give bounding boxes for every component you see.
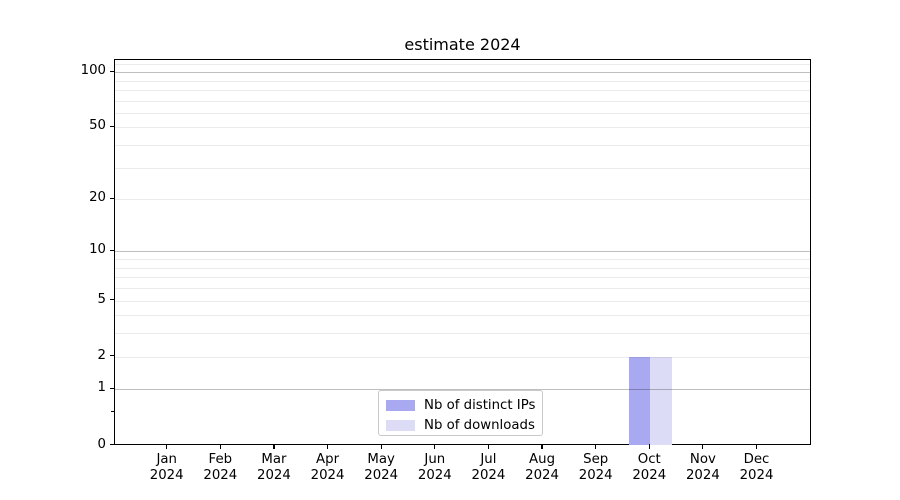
chart-title: estimate 2024 xyxy=(404,35,521,54)
x-tick-label: May 2024 xyxy=(364,452,399,483)
x-tick-mark xyxy=(755,444,758,449)
x-tick-label: Mar 2024 xyxy=(257,452,291,483)
gridline-minor xyxy=(115,288,810,290)
gridline-minor xyxy=(115,199,810,201)
x-tick-label: Oct 2024 xyxy=(632,452,667,483)
y-tick-label: 2 xyxy=(97,347,106,363)
x-tick-mark xyxy=(487,444,489,449)
x-tick-label: Aug 2024 xyxy=(525,452,559,483)
gridline-major xyxy=(115,251,810,253)
x-tick-mark xyxy=(166,444,168,449)
gridline-minor xyxy=(115,127,810,129)
y-tick-mark xyxy=(109,443,114,446)
gridline-minor xyxy=(115,277,810,279)
x-tick-mark xyxy=(648,444,650,449)
y-tick-mark xyxy=(109,298,114,301)
grid-layer xyxy=(115,60,810,444)
bar-downloads xyxy=(650,356,672,446)
x-tick-label: Apr 2024 xyxy=(310,452,345,483)
legend-swatch-downloads xyxy=(386,420,415,431)
gridline-minor xyxy=(115,300,810,302)
y-tick-mark xyxy=(109,70,114,72)
gridline-minor xyxy=(115,356,810,358)
gridline-minor xyxy=(115,112,810,114)
gridline-major xyxy=(115,389,810,391)
x-tick-mark xyxy=(434,444,436,449)
y-tick-label: 0 xyxy=(97,436,106,452)
x-tick-mark xyxy=(326,444,329,449)
x-tick-mark xyxy=(273,444,275,449)
y-tick-mark xyxy=(109,355,114,357)
x-tick-label: Feb 2024 xyxy=(203,452,238,483)
legend-entry-downloads: Nb of downloads xyxy=(386,416,535,435)
x-tick-mark xyxy=(541,444,543,449)
gridline-minor xyxy=(115,167,810,169)
gridline-minor xyxy=(115,259,810,261)
y-minor-tick-mark xyxy=(111,411,114,413)
gridline-minor xyxy=(115,315,810,317)
legend-label-downloads: Nb of downloads xyxy=(424,417,535,433)
legend: Nb of distinct IPs Nb of downloads xyxy=(378,390,543,436)
gridline-minor xyxy=(115,145,810,147)
y-tick-label: 5 xyxy=(97,291,106,307)
x-tick-label: Sep 2024 xyxy=(578,452,613,483)
y-tick-label: 10 xyxy=(89,242,106,258)
legend-label-distinct-ips: Nb of distinct IPs xyxy=(424,397,536,413)
y-tick-label: 100 xyxy=(80,63,106,79)
gridline-minor xyxy=(115,333,810,335)
x-tick-mark xyxy=(702,444,704,449)
bar-distinct-ips xyxy=(628,356,651,446)
legend-entry-distinct-ips: Nb of distinct IPs xyxy=(386,396,535,415)
gridline-minor xyxy=(115,100,810,102)
x-tick-label: Jan 2024 xyxy=(149,452,184,483)
gridline-minor xyxy=(115,80,810,82)
x-tick-mark xyxy=(380,444,382,449)
y-tick-label: 20 xyxy=(89,190,106,206)
x-tick-label: Nov 2024 xyxy=(685,452,720,483)
y-tick-label: 1 xyxy=(97,380,106,396)
y-tick-label: 50 xyxy=(89,118,106,134)
gridline-minor xyxy=(115,89,810,91)
gridline-major xyxy=(115,72,810,74)
x-tick-label: Jun 2024 xyxy=(417,452,452,483)
gridline-minor xyxy=(115,267,810,269)
y-tick-mark xyxy=(109,387,114,389)
y-tick-mark xyxy=(109,125,114,127)
bars-layer xyxy=(115,60,810,446)
x-tick-mark xyxy=(595,444,597,449)
x-tick-label: Dec 2024 xyxy=(739,452,774,483)
y-tick-mark xyxy=(109,197,114,199)
x-tick-mark xyxy=(219,444,221,449)
legend-swatch-distinct-ips xyxy=(386,400,415,411)
gridline-minor xyxy=(115,64,810,66)
x-tick-label: Jul 2024 xyxy=(471,452,506,483)
y-tick-mark xyxy=(109,249,114,252)
plot-area xyxy=(114,59,811,446)
